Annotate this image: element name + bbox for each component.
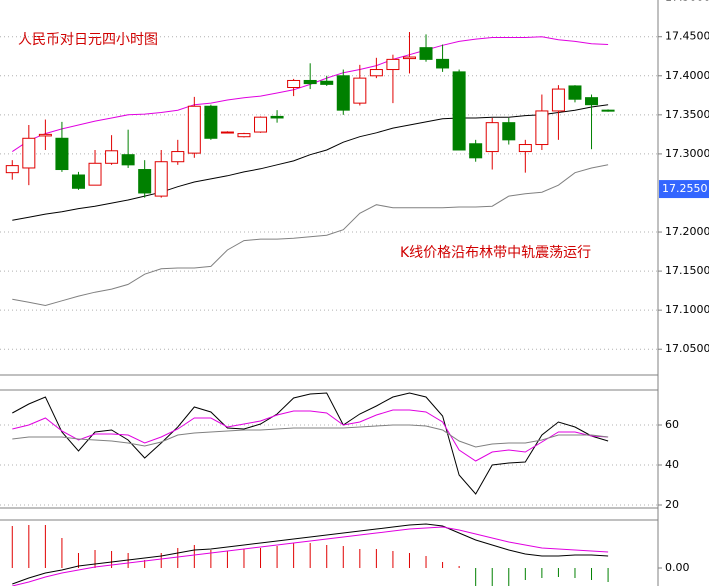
candle-body [254, 116, 268, 133]
candle-body [22, 137, 36, 169]
candle-body [568, 85, 582, 100]
y-tick-label: 0.00 [665, 561, 690, 574]
candle-body [353, 77, 367, 104]
candle-body [138, 169, 152, 194]
candle-body [601, 109, 615, 112]
indicator-line [12, 392, 609, 495]
y-tick-label: 17.4500 [665, 30, 709, 43]
candle-body [187, 105, 201, 154]
candle-body [121, 154, 135, 166]
candle-body [237, 133, 251, 138]
candle-body [171, 151, 185, 163]
y-tick-label: 40 [665, 458, 679, 471]
y-tick-label: 17.4000 [665, 69, 709, 82]
candle-body [551, 88, 565, 112]
y-tick-label: 17.3500 [665, 108, 709, 121]
indicator-line [12, 104, 609, 221]
candle-body [436, 58, 450, 69]
candle-body [303, 79, 317, 85]
candle-body [585, 97, 599, 106]
candle-body [88, 162, 102, 186]
y-tick-label: 17.3000 [665, 147, 709, 160]
candle-body [485, 122, 499, 153]
y-tick-label: 20 [665, 498, 679, 511]
y-tick-label: 17.1000 [665, 303, 709, 316]
chart-title: 人民币对日元四小时图 [18, 32, 158, 48]
candle-body [518, 144, 532, 153]
last-price-label: 17.2550 [662, 182, 708, 195]
candle-body [320, 80, 334, 85]
candle-body [154, 161, 168, 197]
y-tick-label: 60 [665, 418, 679, 431]
indicator-line [12, 164, 609, 307]
candle-body [452, 71, 466, 151]
candle-body [502, 122, 516, 141]
candle-body [386, 58, 400, 71]
indicator-line [12, 424, 609, 448]
candle-body [5, 165, 19, 174]
candle-body [270, 115, 284, 119]
candle-body [369, 69, 383, 77]
y-tick-label: 17.1500 [665, 264, 709, 277]
candle-body [105, 150, 119, 164]
candle-body [535, 110, 549, 146]
indicator-line [12, 409, 609, 462]
candle-body [419, 47, 433, 60]
candle-body [402, 56, 416, 60]
candle-body [71, 174, 85, 189]
candle-body [220, 131, 234, 134]
candle-body [204, 105, 218, 139]
y-tick-label: 17.5000 [665, 0, 709, 4]
last-price-box [659, 180, 709, 199]
annotation: K线价格沿布林带中轨震荡运行 [400, 245, 591, 261]
y-tick-label: 17.2000 [665, 225, 709, 238]
indicator-line [12, 526, 609, 586]
y-tick-label: 17.0500 [665, 342, 709, 355]
candle-body [55, 137, 69, 171]
indicator-line [12, 523, 609, 585]
candle-body [38, 133, 52, 137]
candle-body [469, 143, 483, 159]
candle-body [336, 75, 350, 111]
candle-body [287, 79, 301, 88]
